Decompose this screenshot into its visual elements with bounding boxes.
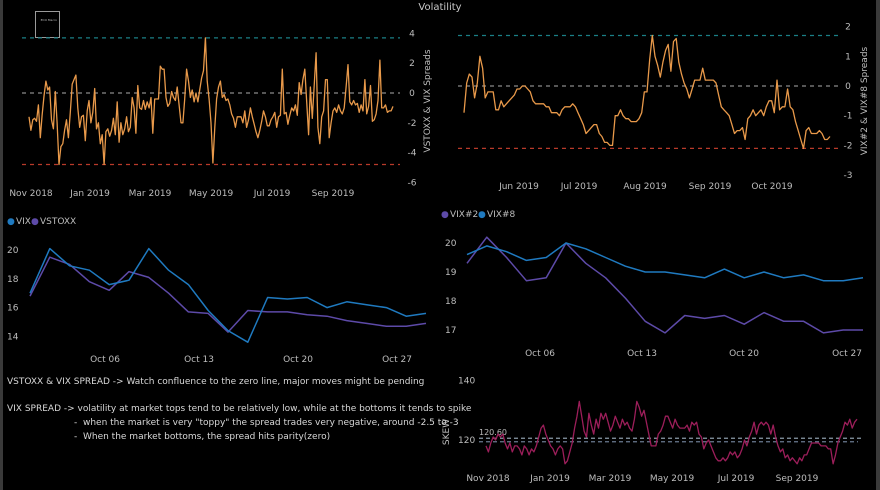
y-tick-label: -2 (844, 141, 853, 151)
y-tick-label: 16 (7, 304, 19, 314)
y-axis-title: SKEW (442, 419, 452, 445)
legend-dot-vix2: ● (441, 210, 449, 220)
x-tick-label: Jan 2019 (69, 189, 110, 199)
legend-dot-vix8: ● (478, 210, 486, 220)
y-tick-label: 2 (409, 59, 415, 69)
x-tick-label: Jul 2019 (560, 182, 598, 192)
legend-label-vix2: VIX#2 (450, 210, 478, 220)
y-axis-title: VSTOXX & VIX Spreads (423, 49, 433, 152)
note-vstoxx-vix-spread: VSTOXX & VIX SPREAD -> Watch confluence … (7, 377, 425, 387)
legend-dot-vix: ● (7, 217, 15, 227)
x-tick-label: Aug 2019 (623, 182, 667, 192)
legend-label-vix: VIX (16, 217, 31, 227)
x-tick-label: Oct 27 (832, 349, 862, 359)
skew-annotation-label: 120.60 (479, 428, 507, 437)
legend-label-vix8: VIX#8 (487, 210, 516, 220)
note-toppy: - when the market is very "toppy" the sp… (74, 418, 459, 428)
x-tick-label: Nov 2018 (9, 189, 53, 199)
page-title: Volatility (418, 2, 462, 13)
x-tick-label: Oct 06 (90, 355, 120, 365)
y-tick-label: 17 (445, 326, 456, 336)
y-tick-label: 20 (7, 246, 19, 256)
x-tick-label: Oct 20 (729, 349, 759, 359)
y-tick-label: 0 (845, 82, 851, 92)
logo-text: ECO Macro (40, 18, 57, 22)
x-tick-label: Jan 2019 (529, 474, 570, 484)
x-tick-label: Jul 2019 (717, 474, 755, 484)
note-vix-spread: VIX SPREAD -> volatility at market tops … (7, 404, 472, 414)
x-tick-label: Oct 20 (283, 355, 313, 365)
y-tick-label: 120 (458, 436, 475, 446)
y-tick-label: 19 (445, 268, 457, 278)
x-tick-label: Sep 2019 (689, 182, 732, 192)
x-tick-label: Sep 2019 (312, 189, 355, 199)
y-tick-label: 18 (445, 297, 457, 307)
x-tick-label: Oct 27 (382, 355, 412, 365)
window-frame-right (876, 0, 880, 490)
legend-label-vstoxx: VSTOXX (40, 217, 76, 227)
x-tick-label: May 2019 (189, 189, 234, 199)
x-tick-label: Oct 13 (184, 355, 214, 365)
y-tick-label: -4 (408, 149, 417, 159)
y-tick-label: 14 (7, 332, 19, 342)
window-frame-left (0, 0, 3, 490)
y-tick-label: 2 (845, 23, 851, 33)
y-tick-label: 1 (845, 52, 851, 62)
x-tick-label: Mar 2019 (129, 189, 172, 199)
x-tick-label: Jul 2019 (253, 189, 291, 199)
x-tick-label: Nov 2018 (466, 474, 510, 484)
y-tick-label: 0 (409, 89, 415, 99)
y-tick-label: -2 (408, 119, 417, 129)
spread-series-line (28, 37, 394, 166)
x-tick-label: Mar 2019 (589, 474, 632, 484)
x-tick-label: Oct 13 (627, 349, 657, 359)
legend-dot-vstoxx: ● (31, 217, 39, 227)
x-tick-label: May 2019 (650, 474, 695, 484)
y-tick-label: 4 (409, 29, 415, 39)
x-tick-label: Oct 2019 (751, 182, 793, 192)
skew-series-line (485, 400, 858, 465)
vix8-series-line (466, 242, 864, 282)
y-tick-label: 18 (7, 275, 19, 285)
y-axis-title: VIX#2 & VIX#8 Spreads (860, 46, 870, 155)
y-tick-label: 140 (458, 377, 475, 387)
y-tick-label: -3 (844, 171, 853, 181)
x-tick-label: Oct 06 (525, 349, 555, 359)
x-tick-label: Jun 2019 (498, 182, 539, 192)
vix-series-line (29, 247, 427, 343)
vstoxx-series-line (29, 256, 427, 333)
y-tick-label: -6 (408, 178, 417, 188)
note-bottoms: - When the market bottoms, the spread hi… (74, 432, 331, 442)
vix2-series-line (466, 236, 863, 334)
y-tick-label: -1 (844, 112, 853, 122)
y-tick-label: 20 (445, 239, 457, 249)
x-tick-label: Sep 2019 (776, 474, 819, 484)
spread-series-line (463, 34, 831, 150)
